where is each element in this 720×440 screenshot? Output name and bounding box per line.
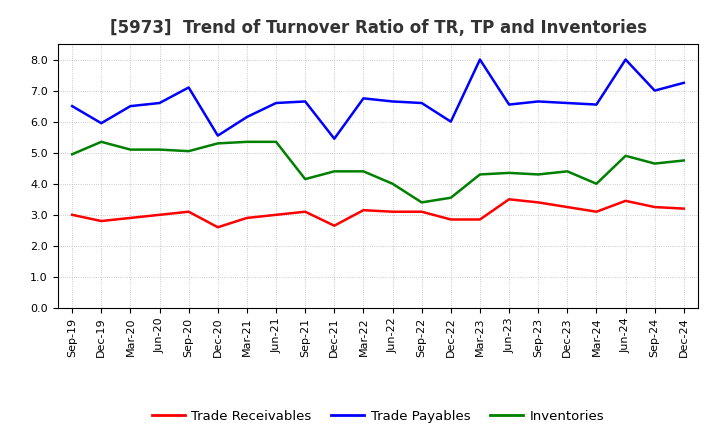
Trade Receivables xyxy=(446,217,455,222)
Title: [5973]  Trend of Turnover Ratio of TR, TP and Inventories: [5973] Trend of Turnover Ratio of TR, TP… xyxy=(109,19,647,37)
Line: Inventories: Inventories xyxy=(72,142,684,202)
Inventories xyxy=(184,149,193,154)
Line: Trade Payables: Trade Payables xyxy=(72,59,684,139)
Inventories xyxy=(330,169,338,174)
Trade Receivables xyxy=(505,197,513,202)
Trade Receivables xyxy=(621,198,630,203)
Inventories xyxy=(650,161,659,166)
Trade Payables xyxy=(388,99,397,104)
Trade Payables xyxy=(97,121,106,126)
Trade Receivables xyxy=(97,218,106,224)
Trade Payables xyxy=(243,114,251,120)
Trade Payables xyxy=(213,133,222,138)
Inventories xyxy=(388,181,397,187)
Inventories xyxy=(126,147,135,152)
Trade Payables xyxy=(680,80,688,85)
Trade Receivables xyxy=(388,209,397,214)
Trade Receivables xyxy=(534,200,543,205)
Trade Payables xyxy=(505,102,513,107)
Trade Payables xyxy=(271,100,280,106)
Inventories xyxy=(418,200,426,205)
Trade Receivables xyxy=(68,212,76,217)
Trade Receivables xyxy=(418,209,426,214)
Inventories xyxy=(156,147,164,152)
Trade Payables xyxy=(446,119,455,124)
Trade Receivables xyxy=(592,209,600,214)
Trade Receivables xyxy=(680,206,688,211)
Trade Payables xyxy=(156,100,164,106)
Trade Payables xyxy=(563,100,572,106)
Trade Payables xyxy=(359,96,368,101)
Inventories xyxy=(621,153,630,158)
Inventories xyxy=(359,169,368,174)
Inventories xyxy=(213,141,222,146)
Legend: Trade Receivables, Trade Payables, Inventories: Trade Receivables, Trade Payables, Inven… xyxy=(146,404,610,428)
Trade Payables xyxy=(418,100,426,106)
Trade Receivables xyxy=(563,205,572,210)
Trade Payables xyxy=(330,136,338,141)
Trade Payables xyxy=(126,103,135,109)
Trade Payables xyxy=(184,85,193,90)
Trade Receivables xyxy=(156,212,164,217)
Inventories xyxy=(446,195,455,200)
Trade Payables xyxy=(592,102,600,107)
Trade Receivables xyxy=(650,205,659,210)
Inventories xyxy=(680,158,688,163)
Trade Receivables xyxy=(213,224,222,230)
Inventories xyxy=(592,181,600,187)
Trade Payables xyxy=(301,99,310,104)
Inventories xyxy=(505,170,513,176)
Trade Receivables xyxy=(271,212,280,217)
Inventories xyxy=(563,169,572,174)
Trade Payables xyxy=(534,99,543,104)
Trade Receivables xyxy=(359,208,368,213)
Inventories xyxy=(97,139,106,144)
Inventories xyxy=(301,176,310,182)
Trade Receivables xyxy=(330,223,338,228)
Inventories xyxy=(271,139,280,144)
Trade Receivables xyxy=(126,215,135,220)
Trade Receivables xyxy=(243,215,251,220)
Line: Trade Receivables: Trade Receivables xyxy=(72,199,684,227)
Trade Receivables xyxy=(301,209,310,214)
Trade Payables xyxy=(476,57,485,62)
Inventories xyxy=(243,139,251,144)
Trade Payables xyxy=(621,57,630,62)
Inventories xyxy=(534,172,543,177)
Inventories xyxy=(476,172,485,177)
Trade Payables xyxy=(68,103,76,109)
Trade Receivables xyxy=(184,209,193,214)
Trade Payables xyxy=(650,88,659,93)
Inventories xyxy=(68,152,76,157)
Trade Receivables xyxy=(476,217,485,222)
